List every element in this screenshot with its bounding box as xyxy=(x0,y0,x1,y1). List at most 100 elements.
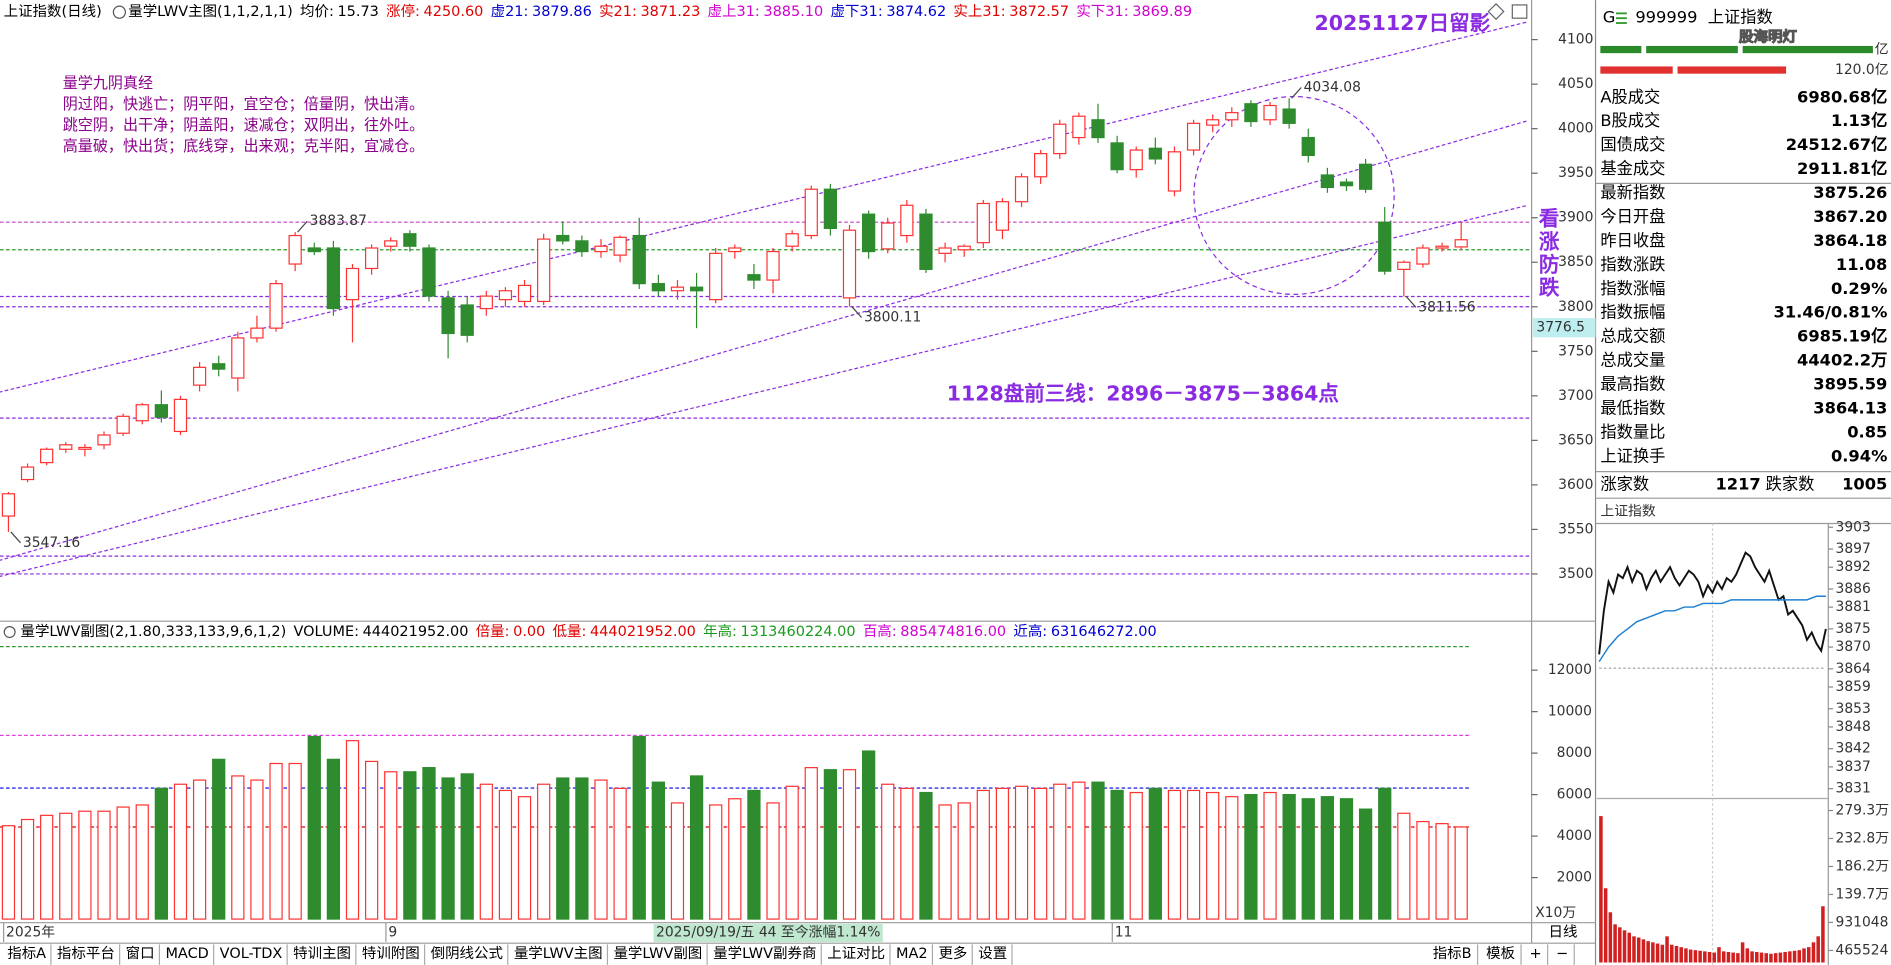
intraday-volume-bar xyxy=(1802,948,1806,963)
candle-body xyxy=(938,247,952,254)
tab[interactable]: − xyxy=(1556,946,1568,962)
tab[interactable]: 模板 xyxy=(1486,944,1515,962)
tab[interactable]: 量学LWV主图 xyxy=(514,945,603,962)
candle-body xyxy=(1,493,16,517)
unit-label: X10万 xyxy=(1535,905,1576,921)
candle-body xyxy=(556,234,570,242)
tab[interactable]: 指标A xyxy=(7,945,46,962)
indicator-icon[interactable] xyxy=(3,626,16,639)
candle-body xyxy=(1167,151,1182,192)
tab[interactable]: 特训附图 xyxy=(362,945,420,962)
extreme-label: 3800.11 xyxy=(864,310,921,326)
y-tick-label: 6000 xyxy=(1557,787,1592,803)
info-label: 均价: xyxy=(300,3,334,20)
tab[interactable]: 倒阴线公式 xyxy=(431,945,503,962)
intraday-volume-bar xyxy=(1792,950,1797,963)
info-value: 1313460224.00 xyxy=(741,624,856,640)
y-tick-label: 4000 xyxy=(1558,121,1593,137)
candle-body xyxy=(747,274,761,281)
tab[interactable]: 窗口 xyxy=(126,944,155,962)
candle-body xyxy=(20,466,35,481)
menu-icon[interactable] xyxy=(1616,12,1627,24)
ratio-bar xyxy=(1600,45,1642,54)
y-tick-label: 3881 xyxy=(1836,599,1871,615)
y-tick-label: 279.3万 xyxy=(1836,803,1890,819)
indicator-icon[interactable] xyxy=(112,5,127,19)
tab[interactable]: + xyxy=(1529,946,1541,962)
candle-body xyxy=(1034,153,1048,178)
tab[interactable]: 更多 xyxy=(938,945,967,962)
stock-name: 上证指数 xyxy=(1708,8,1773,27)
candle-body xyxy=(1148,147,1162,160)
top-unit: 亿 xyxy=(1875,42,1889,58)
row-value: 2911.81亿 xyxy=(1797,159,1887,178)
volume-bar xyxy=(537,783,551,920)
chart-title: 上证指数(日线) xyxy=(4,3,102,20)
intraday-volume-bar xyxy=(1622,930,1627,963)
y-tick-label: 4100 xyxy=(1558,32,1593,48)
volume-bar xyxy=(154,787,168,920)
row-label: 最低指数 xyxy=(1600,398,1665,417)
y-tick-label: 186.2万 xyxy=(1836,858,1890,874)
row-value: 3864.18 xyxy=(1813,231,1887,250)
volume-bar xyxy=(1091,781,1105,920)
candle-body xyxy=(135,404,149,422)
row-value: 3867.20 xyxy=(1813,207,1887,226)
candle-body xyxy=(441,297,455,335)
intraday-volume-bar xyxy=(1670,944,1674,963)
candle-body xyxy=(651,283,665,292)
tab[interactable]: 量学LWV副图 xyxy=(613,945,702,962)
row-value: 31.46/0.81% xyxy=(1774,303,1888,322)
candle-body xyxy=(1378,221,1392,272)
candle-body xyxy=(1454,239,1468,248)
intraday-volume-bar xyxy=(1764,953,1768,963)
row-label: 基金成交 xyxy=(1600,159,1665,178)
row-value: 0.29% xyxy=(1831,279,1887,298)
side-chart-title: 上证指数 xyxy=(1600,503,1656,519)
intraday-volume-bar xyxy=(1745,948,1750,963)
candle-body xyxy=(364,247,379,270)
header-info: 上证指数(日线) 量学LWV主图(1,1,2,1,1) 均价: 15.73 涨停: 425… xyxy=(4,3,1192,20)
intraday-volume-bar xyxy=(1627,932,1632,963)
tab[interactable]: 指标B xyxy=(1433,945,1472,962)
candle-body xyxy=(40,448,54,464)
volume-bar xyxy=(1034,787,1048,920)
window-icon[interactable] xyxy=(1511,4,1528,19)
tab[interactable]: MACD xyxy=(165,946,208,962)
intraday-volume-bar xyxy=(1731,952,1735,963)
row-label: B股成交 xyxy=(1600,111,1660,130)
candle-body xyxy=(78,446,92,450)
candle-body xyxy=(192,366,207,386)
label-pointer xyxy=(297,220,308,233)
tab[interactable]: 设置 xyxy=(978,945,1007,962)
volume-bar xyxy=(326,758,341,920)
tab[interactable]: 上证对比 xyxy=(827,945,885,962)
ratio-bar xyxy=(1742,45,1873,54)
candle-body xyxy=(403,233,417,247)
candle-body xyxy=(995,201,1010,231)
side-header xyxy=(1596,0,1891,37)
candle-body xyxy=(384,240,398,247)
candle-body xyxy=(823,188,838,230)
tab[interactable]: MA2 xyxy=(896,946,928,962)
volume-bar xyxy=(1167,789,1182,920)
row-value: 44402.2万 xyxy=(1797,351,1887,370)
intraday-volume-bar xyxy=(1688,949,1693,963)
diamond-icon[interactable] xyxy=(1487,3,1505,21)
intraday-volume-bar xyxy=(1655,943,1660,963)
info-value: 3871.23 xyxy=(640,4,700,20)
candle-body xyxy=(1110,142,1124,171)
intraday-volume-bar xyxy=(1646,941,1650,963)
volume-bar xyxy=(632,735,646,920)
volume-bar xyxy=(823,769,838,920)
tab[interactable]: 指标平台 xyxy=(57,945,115,962)
volume-bar xyxy=(1454,826,1468,920)
intraday-volume-bar xyxy=(1788,951,1792,963)
tab[interactable]: 特训主图 xyxy=(293,945,351,962)
volume-bar xyxy=(1129,791,1143,920)
candle-body xyxy=(575,240,589,253)
tab[interactable]: 量学LWV副券商 xyxy=(713,945,816,962)
tab[interactable]: VOL-TDX xyxy=(220,946,283,962)
y-tick-label: 3886 xyxy=(1836,581,1871,597)
